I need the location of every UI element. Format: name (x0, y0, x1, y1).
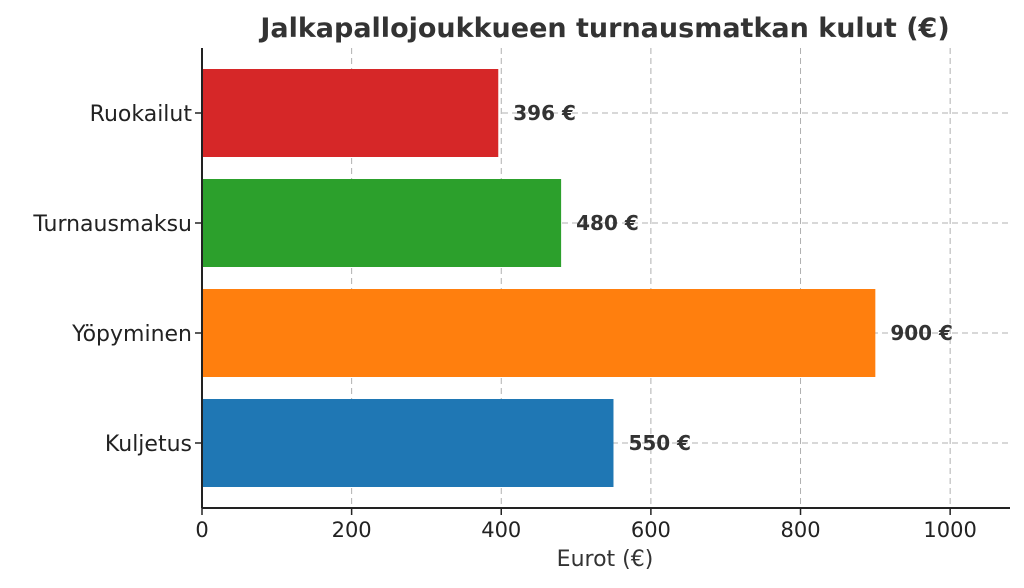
bar-1 (202, 289, 876, 377)
bar-value-label: 396 € (513, 101, 576, 125)
axis-layer: 0 200 400 600 800 1000 Kuljetus Yöpyminen Turnau… (32, 48, 1010, 542)
category-label: Kuljetus (105, 432, 192, 457)
bar-3 (202, 69, 499, 157)
category-label: Ruokailut (90, 102, 193, 127)
bar-value-label: 480 € (576, 211, 639, 235)
bar-value-label: 900 € (890, 321, 953, 345)
category-label: Turnausmaksu (32, 212, 192, 237)
x-tick-label: 400 (481, 518, 521, 542)
x-tick-label: 800 (780, 518, 820, 542)
x-tick-label: 600 (631, 518, 671, 542)
x-tick-label: 0 (195, 518, 208, 542)
bar-layer: 550 € 900 € 480 € 396 € (202, 69, 953, 487)
bar-0 (202, 399, 614, 487)
bar-value-label: 550 € (628, 431, 691, 455)
x-axis-title: Eurot (€) (557, 547, 654, 572)
x-tick-label: 200 (332, 518, 372, 542)
category-label: Yöpyminen (71, 322, 192, 347)
bar-2 (202, 179, 562, 267)
x-tick-label: 1000 (923, 518, 976, 542)
chart-title: Jalkapallojoukkueen turnausmatkan kulut … (258, 13, 949, 44)
